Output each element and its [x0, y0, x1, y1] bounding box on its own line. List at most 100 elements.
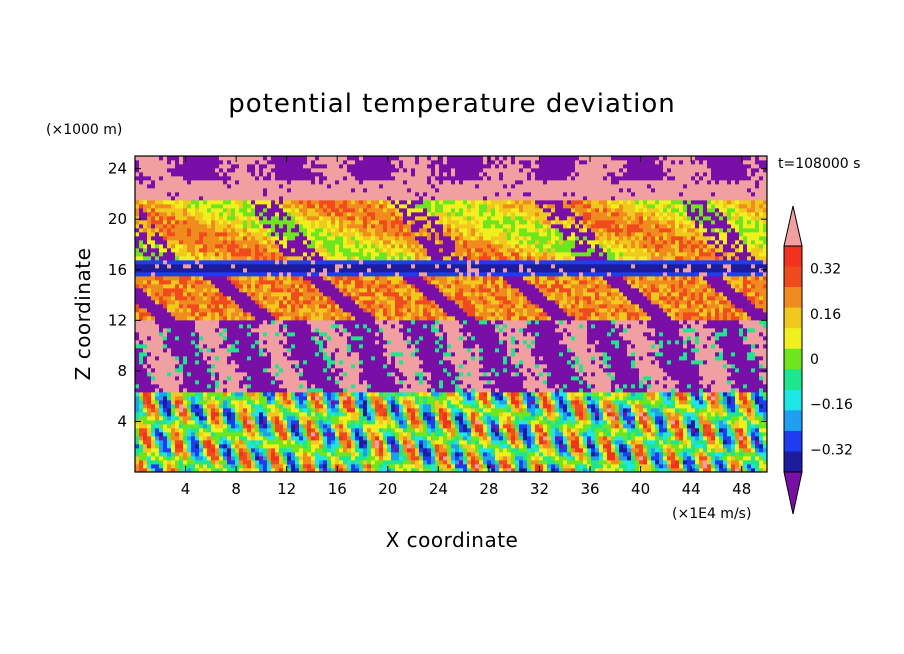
heatmap-cell — [655, 440, 660, 445]
heatmap-cell — [555, 372, 560, 377]
heatmap-cell — [679, 416, 684, 421]
heatmap-cell — [623, 384, 628, 389]
heatmap-cell — [315, 356, 320, 361]
heatmap-cell — [203, 456, 208, 461]
heatmap-cell — [515, 368, 520, 373]
heatmap-cell — [755, 460, 760, 465]
heatmap-cell — [651, 360, 656, 365]
heatmap-cell — [667, 452, 672, 457]
heatmap-cell — [755, 392, 760, 397]
heatmap-cell — [531, 352, 536, 357]
heatmap-cell — [427, 424, 432, 429]
heatmap-cell — [407, 360, 412, 365]
heatmap-cell — [363, 424, 368, 429]
heatmap-cell — [487, 424, 492, 429]
heatmap-cell — [743, 400, 748, 405]
heatmap-cell — [247, 380, 252, 385]
heatmap-cell — [271, 368, 276, 373]
heatmap-cell — [535, 432, 540, 437]
heatmap-cell — [715, 440, 720, 445]
heatmap-cell — [715, 452, 720, 457]
heatmap-cell — [419, 360, 424, 365]
heatmap-cell — [167, 420, 172, 425]
heatmap-cell — [475, 344, 480, 349]
heatmap-cell — [599, 444, 604, 449]
heatmap-cell — [411, 352, 416, 357]
heatmap-cell — [723, 360, 728, 365]
heatmap-cell — [259, 428, 264, 433]
heatmap-cell — [575, 352, 580, 357]
heatmap-cell — [179, 372, 184, 377]
heatmap-cell — [459, 372, 464, 377]
heatmap-cell — [535, 452, 540, 457]
heatmap-cell — [687, 404, 692, 409]
heatmap-cell — [531, 444, 536, 449]
heatmap-cell — [251, 448, 256, 453]
heatmap-cell — [575, 448, 580, 453]
heatmap-cell — [619, 360, 624, 365]
heatmap-cell — [295, 396, 300, 401]
heatmap-cell — [215, 348, 220, 353]
heatmap-cell — [331, 420, 336, 425]
heatmap-cell — [335, 392, 340, 397]
heatmap-cell — [295, 420, 300, 425]
heatmap-cell — [211, 388, 216, 393]
heatmap-cell — [727, 352, 732, 357]
heatmap-cell — [443, 372, 448, 377]
heatmap-cell — [439, 360, 444, 365]
heatmap-cell — [699, 436, 704, 441]
heatmap-cell — [287, 352, 292, 357]
heatmap-cell — [291, 428, 296, 433]
heatmap-cell — [499, 408, 504, 413]
heatmap-cell — [631, 460, 636, 465]
heatmap-cell — [439, 412, 444, 417]
heatmap-cell — [415, 396, 420, 401]
heatmap-cell — [231, 376, 236, 381]
heatmap-cell — [359, 440, 364, 445]
heatmap-cell — [587, 376, 592, 381]
heatmap-cell — [619, 372, 624, 377]
heatmap-cell — [667, 456, 672, 461]
heatmap-cell — [199, 384, 204, 389]
heatmap-cell — [223, 404, 228, 409]
heatmap-cell — [147, 440, 152, 445]
heatmap-cell — [247, 452, 252, 457]
heatmap-cell — [695, 448, 700, 453]
heatmap-cell — [607, 444, 612, 449]
heatmap-cell — [319, 360, 324, 365]
heatmap-cell — [615, 456, 620, 461]
heatmap-cell — [483, 444, 488, 449]
heatmap-cell — [451, 356, 456, 361]
heatmap-cell — [459, 432, 464, 437]
heatmap-cell — [755, 448, 760, 453]
heatmap-cell — [423, 376, 428, 381]
heatmap-cell — [159, 432, 164, 437]
heatmap-cell — [411, 400, 416, 405]
heatmap-cell — [435, 384, 440, 389]
heatmap-cell — [703, 396, 708, 401]
heatmap-cell — [255, 364, 260, 369]
heatmap-cell — [675, 424, 680, 429]
heatmap-cell — [555, 404, 560, 409]
heatmap-cell — [447, 456, 452, 461]
heatmap-cell — [247, 388, 252, 393]
heatmap-cell — [551, 440, 556, 445]
heatmap-cell — [135, 360, 140, 365]
heatmap-cell — [619, 436, 624, 441]
heatmap-cell — [643, 352, 648, 357]
heatmap-cell — [731, 400, 736, 405]
heatmap-cell — [319, 376, 324, 381]
heatmap-cell — [439, 352, 444, 357]
heatmap-cell — [411, 368, 416, 373]
heatmap-cell — [219, 388, 224, 393]
heatmap-cell — [439, 392, 444, 397]
heatmap-cell — [579, 420, 584, 425]
heatmap-cell — [763, 420, 768, 425]
heatmap-cell — [327, 444, 332, 449]
heatmap-cell — [759, 452, 764, 457]
heatmap-cell — [679, 420, 684, 425]
heatmap-cell — [639, 456, 644, 461]
heatmap-cell — [731, 428, 736, 433]
heatmap-cell — [535, 356, 540, 361]
heatmap-cell — [387, 432, 392, 437]
